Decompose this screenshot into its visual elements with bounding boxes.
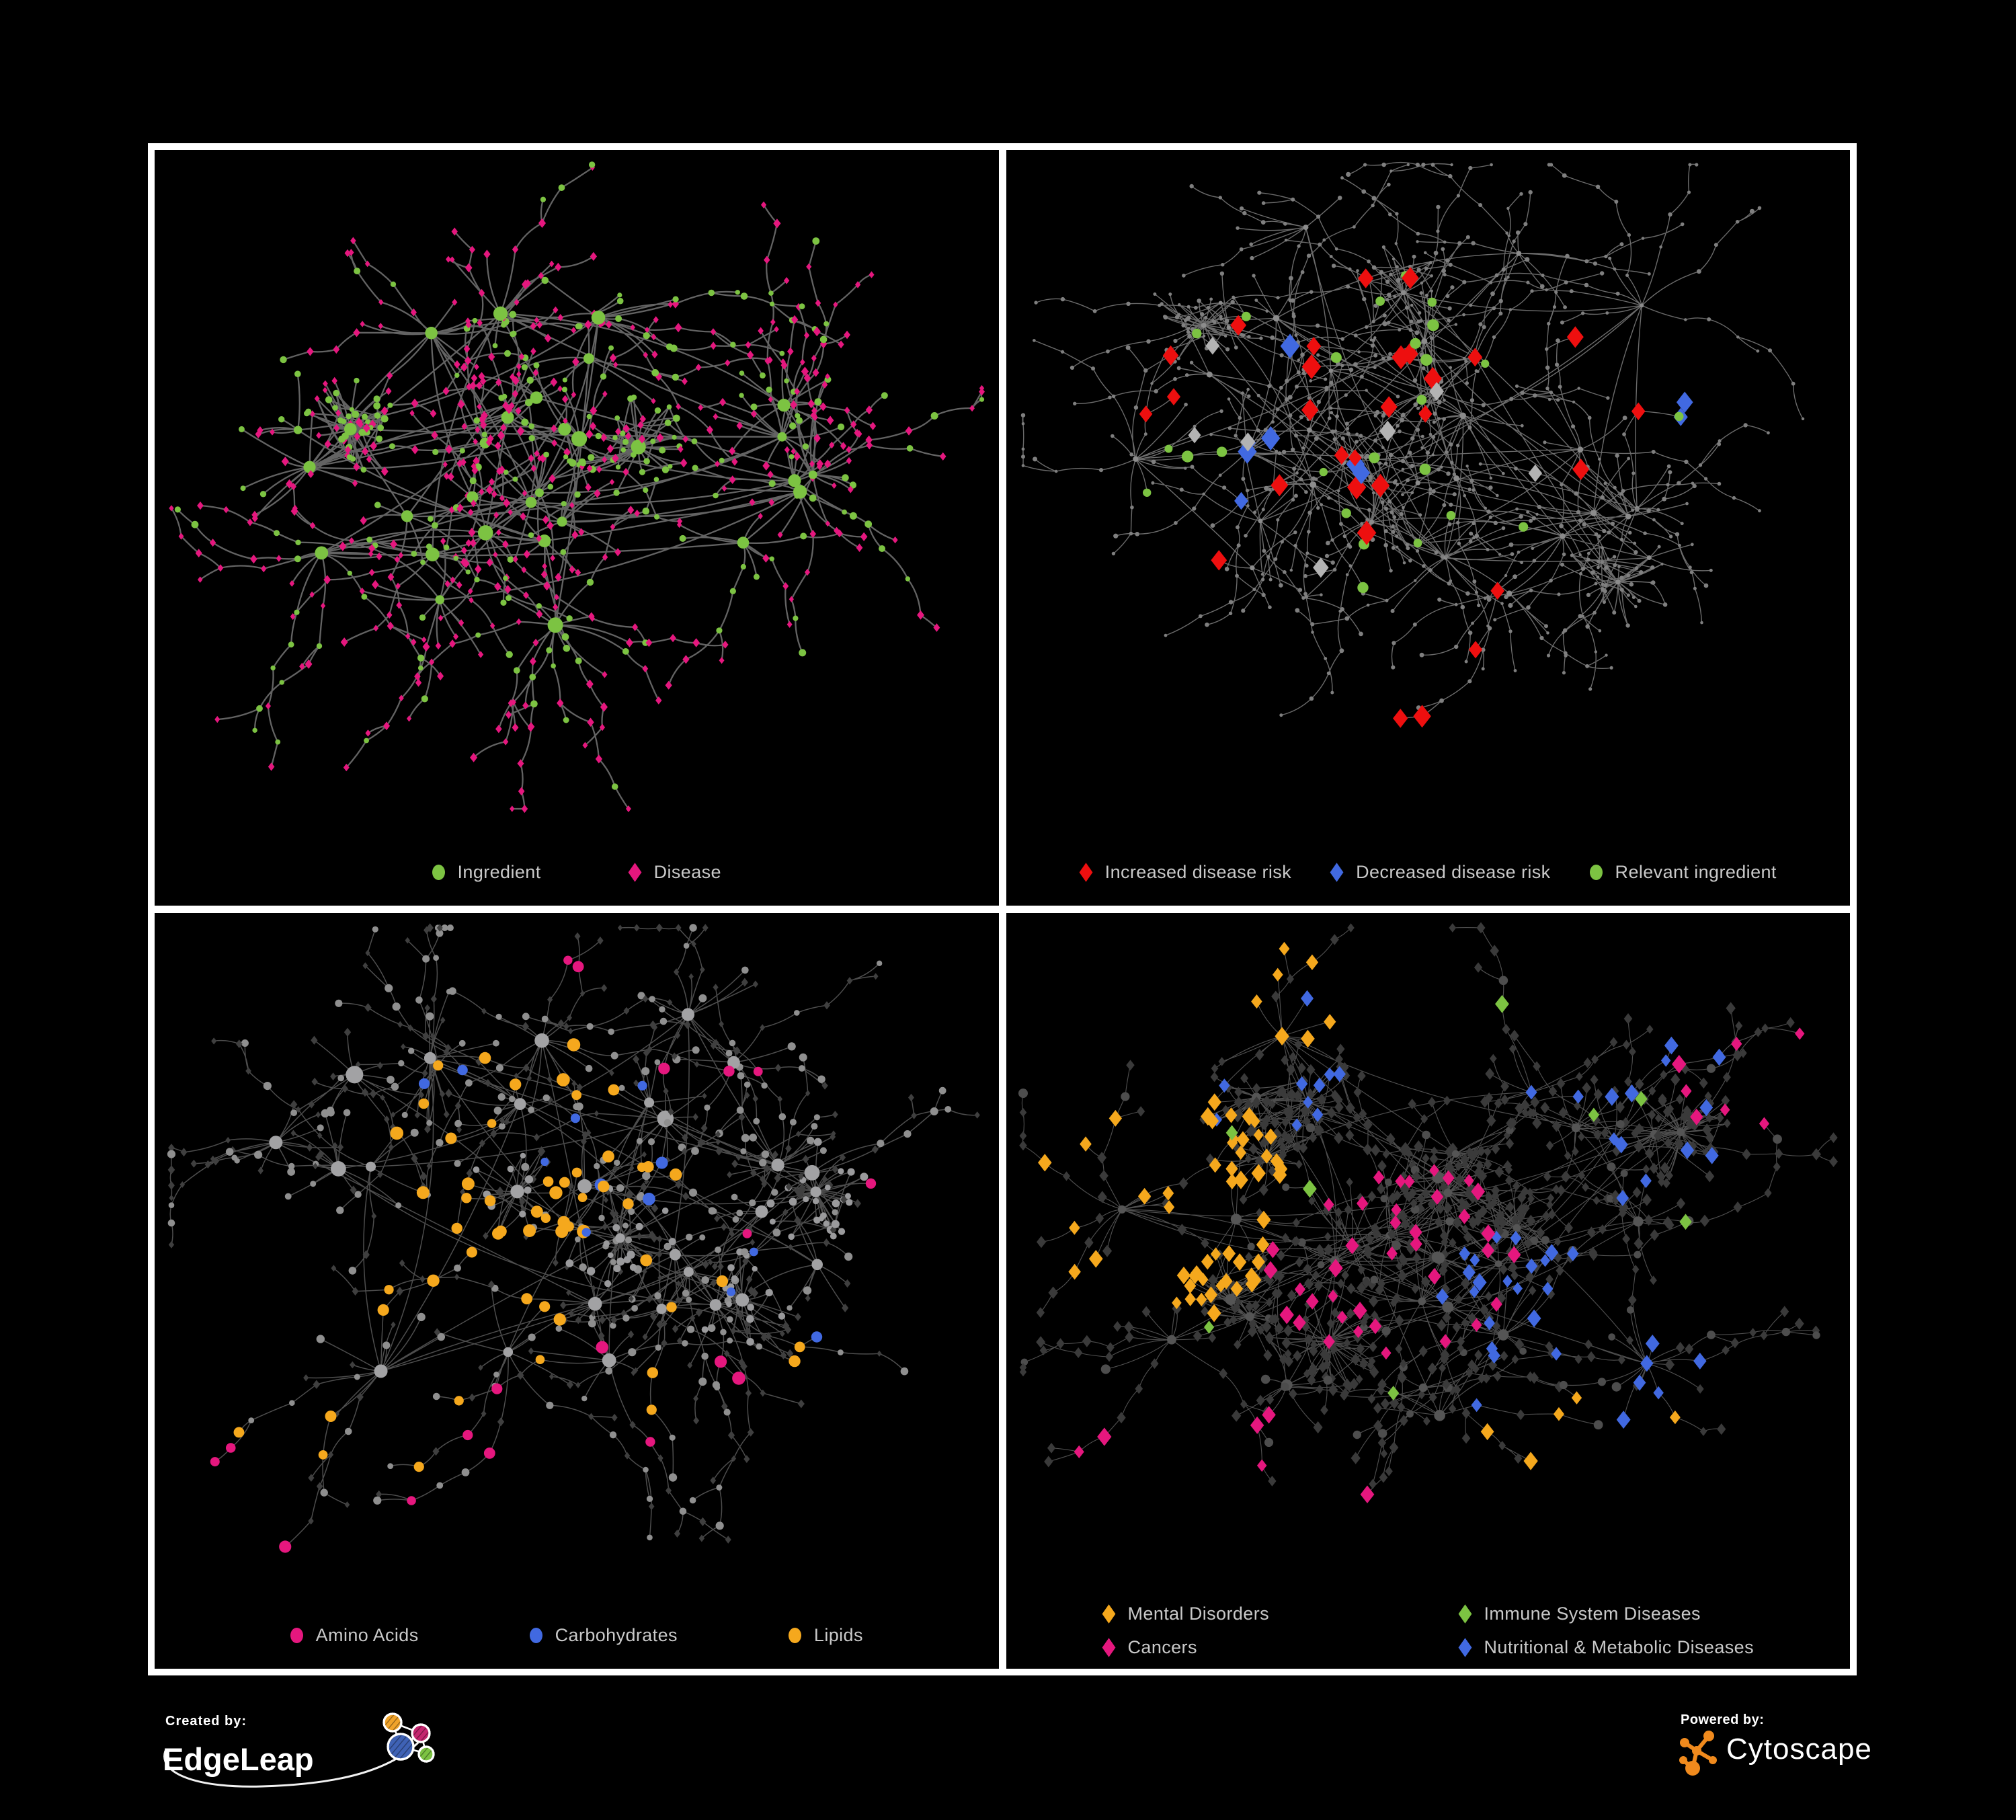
legend-label-mental-disorders: Mental Disorders [1127, 1604, 1269, 1624]
legend-label-relevant-ingredient: Relevant ingredient [1615, 862, 1777, 882]
carbohydrates-circle-icon [529, 1628, 542, 1643]
created-by-label: Created by: [165, 1714, 247, 1729]
cancers-diamond-icon [1102, 1638, 1115, 1657]
ingredient-circle-icon [432, 865, 445, 880]
legend-item-ingredient: Ingredient [432, 862, 541, 883]
decreased-risk-diamond-icon [1330, 863, 1344, 882]
legend-label-carbohydrates: Carbohydrates [555, 1625, 678, 1645]
disease-diamond-icon [628, 863, 642, 882]
legend-item-decreased-risk: Decreased disease risk [1330, 862, 1550, 883]
legend-item-mental-disorders: Mental Disorders [1102, 1604, 1439, 1624]
legend-item-amino-acids: Amino Acids [290, 1625, 419, 1646]
legend-label-lipids: Lipids [813, 1625, 863, 1645]
edgeleap-swoosh [163, 1741, 419, 1788]
legend-item-lipids: Lipids [788, 1625, 863, 1646]
legend-item-increased-risk: Increased disease risk [1079, 862, 1292, 883]
legend-item-metabolic-diseases: Nutritional & Metabolic Diseases [1458, 1637, 1754, 1658]
legend-disease-classes: Mental Disorders Immune System Diseases … [1006, 1604, 1851, 1658]
increased-risk-diamond-icon [1079, 863, 1093, 882]
network-canvas-nutrient-classes [167, 923, 980, 1553]
immune-diseases-diamond-icon [1458, 1604, 1471, 1624]
legend-label-immune-diseases: Immune System Diseases [1484, 1604, 1701, 1624]
mental-disorders-diamond-icon [1102, 1604, 1115, 1624]
network-canvas-disease-classes [1018, 922, 1838, 1503]
cytoscape-branding: Powered by: Cytoscape [1671, 1706, 1873, 1784]
legend-label-cancers: Cancers [1127, 1637, 1197, 1657]
legend-item-disease: Disease [628, 862, 721, 883]
legend-item-relevant-ingredient: Relevant ingredient [1589, 862, 1777, 883]
legend-item-immune-diseases: Immune System Diseases [1458, 1604, 1754, 1624]
lipids-circle-icon [788, 1628, 801, 1643]
network-canvas-ingredient-disease [169, 161, 985, 814]
panel-disease-risk: Increased disease risk Decreased disease… [1006, 150, 1851, 906]
legend-label-increased-risk: Increased disease risk [1104, 862, 1292, 882]
legend-item-cancers: Cancers [1102, 1637, 1439, 1658]
legend-ingredient-disease: Ingredient Disease [155, 862, 999, 883]
edgeleap-wordmark: EdgeLeap [163, 1741, 314, 1777]
figure-grid: Ingredient Disease Increased disease ris… [148, 143, 1857, 1675]
legend-item-carbohydrates: Carbohydrates [529, 1625, 678, 1646]
legend-label-disease: Disease [653, 862, 721, 882]
relevant-ingredient-circle-icon [1589, 865, 1603, 880]
legend-label-ingredient: Ingredient [457, 862, 541, 882]
legend-nutrient-classes: Amino Acids Carbohydrates Lipids [155, 1625, 999, 1646]
legend-label-decreased-risk: Decreased disease risk [1356, 862, 1551, 882]
amino-acids-circle-icon [290, 1628, 303, 1643]
edgeleap-logo: Created by: EdgeLeap [163, 1712, 435, 1788]
edgeleap-branding: Created by: EdgeLeap [155, 1706, 444, 1804]
metabolic-diseases-diamond-icon [1458, 1638, 1471, 1657]
cytoscape-logo: Powered by: Cytoscape [1679, 1712, 1872, 1776]
legend-label-metabolic-diseases: Nutritional & Metabolic Diseases [1484, 1637, 1754, 1657]
panel-disease-classes: Mental Disorders Immune System Diseases … [1006, 913, 1851, 1669]
network-canvas-disease-risk [1020, 161, 1804, 728]
powered-by-label: Powered by: [1681, 1712, 1764, 1727]
legend-label-amino-acids: Amino Acids [315, 1625, 419, 1645]
panel-nutrient-classes: Amino Acids Carbohydrates Lipids [155, 913, 999, 1669]
cytoscape-mark-icon [1679, 1731, 1717, 1776]
edgeleap-node-cluster [382, 1712, 435, 1763]
cytoscape-wordmark: Cytoscape [1726, 1733, 1872, 1766]
legend-disease-risk: Increased disease risk Decreased disease… [1006, 862, 1851, 883]
panel-ingredient-disease: Ingredient Disease [155, 150, 999, 906]
